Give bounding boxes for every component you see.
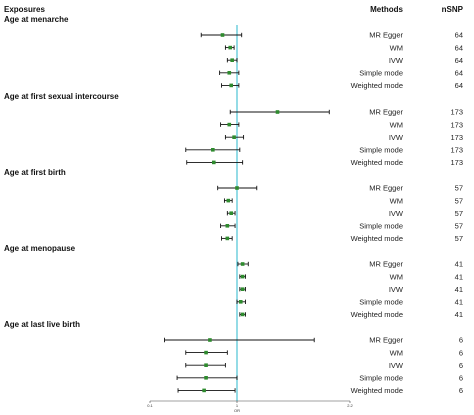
- nsnp-value: 173: [450, 120, 463, 129]
- methods-header: Methods: [370, 5, 403, 14]
- nsnp-header: nSNP: [442, 5, 464, 14]
- nsnp-value: 6: [459, 361, 463, 370]
- nsnp-value: 64: [455, 56, 463, 65]
- x-axis-label: OR: [234, 408, 240, 413]
- point-estimate: [240, 312, 245, 317]
- point-estimate: [240, 274, 245, 279]
- nsnp-value: 6: [459, 374, 463, 383]
- nsnp-value: 41: [455, 298, 463, 307]
- method-label: Simple mode: [359, 298, 403, 307]
- point-estimate: [220, 33, 225, 37]
- method-label: WM: [390, 196, 403, 205]
- point-estimate: [225, 236, 230, 241]
- method-label: MR Egger: [369, 184, 403, 193]
- point-estimate: [226, 198, 231, 203]
- nsnp-value: 64: [455, 81, 463, 90]
- x-tick-label: 2.2: [347, 403, 353, 408]
- nsnp-value: 64: [455, 69, 463, 78]
- nsnp-value: 6: [459, 336, 463, 345]
- nsnp-value: 41: [455, 310, 463, 319]
- nsnp-value: 41: [455, 260, 463, 269]
- nsnp-value: 64: [455, 43, 463, 52]
- nsnp-value: 57: [455, 184, 463, 193]
- point-estimate: [240, 287, 245, 291]
- exposures-header: Exposures: [4, 5, 45, 14]
- method-label: MR Egger: [369, 31, 403, 40]
- method-label: MR Egger: [369, 336, 403, 345]
- group-title: Age at first sexual intercourse: [4, 92, 119, 101]
- method-label: IVW: [389, 209, 404, 218]
- method-label: Weighted mode: [351, 386, 403, 395]
- method-label: MR Egger: [369, 260, 403, 269]
- plot-layer: Age at menarche MR Egger 64 WM 64 IVW 64 Simple…: [4, 15, 463, 413]
- method-label: Simple mode: [359, 222, 403, 231]
- nsnp-value: 57: [455, 234, 463, 243]
- method-label: Simple mode: [359, 374, 403, 383]
- method-label: IVW: [389, 56, 404, 65]
- method-label: IVW: [389, 285, 404, 294]
- group-title: Age at first birth: [4, 168, 66, 177]
- point-estimate: [228, 45, 233, 50]
- point-estimate: [204, 376, 208, 380]
- point-estimate: [232, 135, 236, 139]
- nsnp-value: 57: [455, 196, 463, 205]
- nsnp-value: 57: [455, 209, 463, 218]
- point-estimate: [275, 110, 280, 114]
- nsnp-value: 173: [450, 133, 463, 142]
- method-label: Weighted mode: [351, 310, 403, 319]
- nsnp-value: 41: [455, 272, 463, 281]
- x-tick-label: 0.1: [147, 403, 153, 408]
- x-tick-label: 1: [236, 403, 239, 408]
- method-label: WM: [390, 120, 403, 129]
- method-label: WM: [390, 272, 403, 281]
- point-estimate: [208, 338, 212, 342]
- method-label: Simple mode: [359, 69, 403, 78]
- point-estimate: [227, 122, 232, 127]
- group-title: Age at menarche: [4, 15, 69, 24]
- nsnp-value: 57: [455, 222, 463, 231]
- nsnp-value: 173: [450, 146, 463, 155]
- point-estimate: [238, 300, 243, 304]
- group-title: Age at last live birth: [4, 320, 80, 329]
- method-label: Weighted mode: [351, 158, 403, 167]
- point-estimate: [212, 160, 216, 165]
- point-estimate: [240, 262, 245, 266]
- method-label: IVW: [389, 133, 404, 142]
- nsnp-value: 41: [455, 285, 463, 294]
- nsnp-value: 6: [459, 348, 463, 357]
- group-title: Age at menopause: [4, 244, 76, 253]
- method-label: WM: [390, 348, 403, 357]
- method-label: Simple mode: [359, 146, 403, 155]
- point-estimate: [204, 363, 208, 367]
- nsnp-value: 173: [450, 158, 463, 167]
- method-label: Weighted mode: [351, 234, 403, 243]
- point-estimate: [229, 211, 233, 215]
- point-estimate: [235, 186, 239, 190]
- point-estimate: [229, 83, 233, 88]
- nsnp-value: 6: [459, 386, 463, 395]
- method-label: IVW: [389, 361, 404, 370]
- method-label: Weighted mode: [351, 81, 403, 90]
- nsnp-value: 64: [455, 31, 463, 40]
- point-estimate: [227, 71, 232, 75]
- point-estimate: [211, 148, 215, 152]
- method-label: WM: [390, 43, 403, 52]
- point-estimate: [202, 388, 206, 393]
- point-estimate: [204, 350, 208, 355]
- method-label: MR Egger: [369, 108, 403, 117]
- point-estimate: [225, 224, 230, 228]
- nsnp-value: 173: [450, 108, 463, 117]
- point-estimate: [230, 58, 234, 62]
